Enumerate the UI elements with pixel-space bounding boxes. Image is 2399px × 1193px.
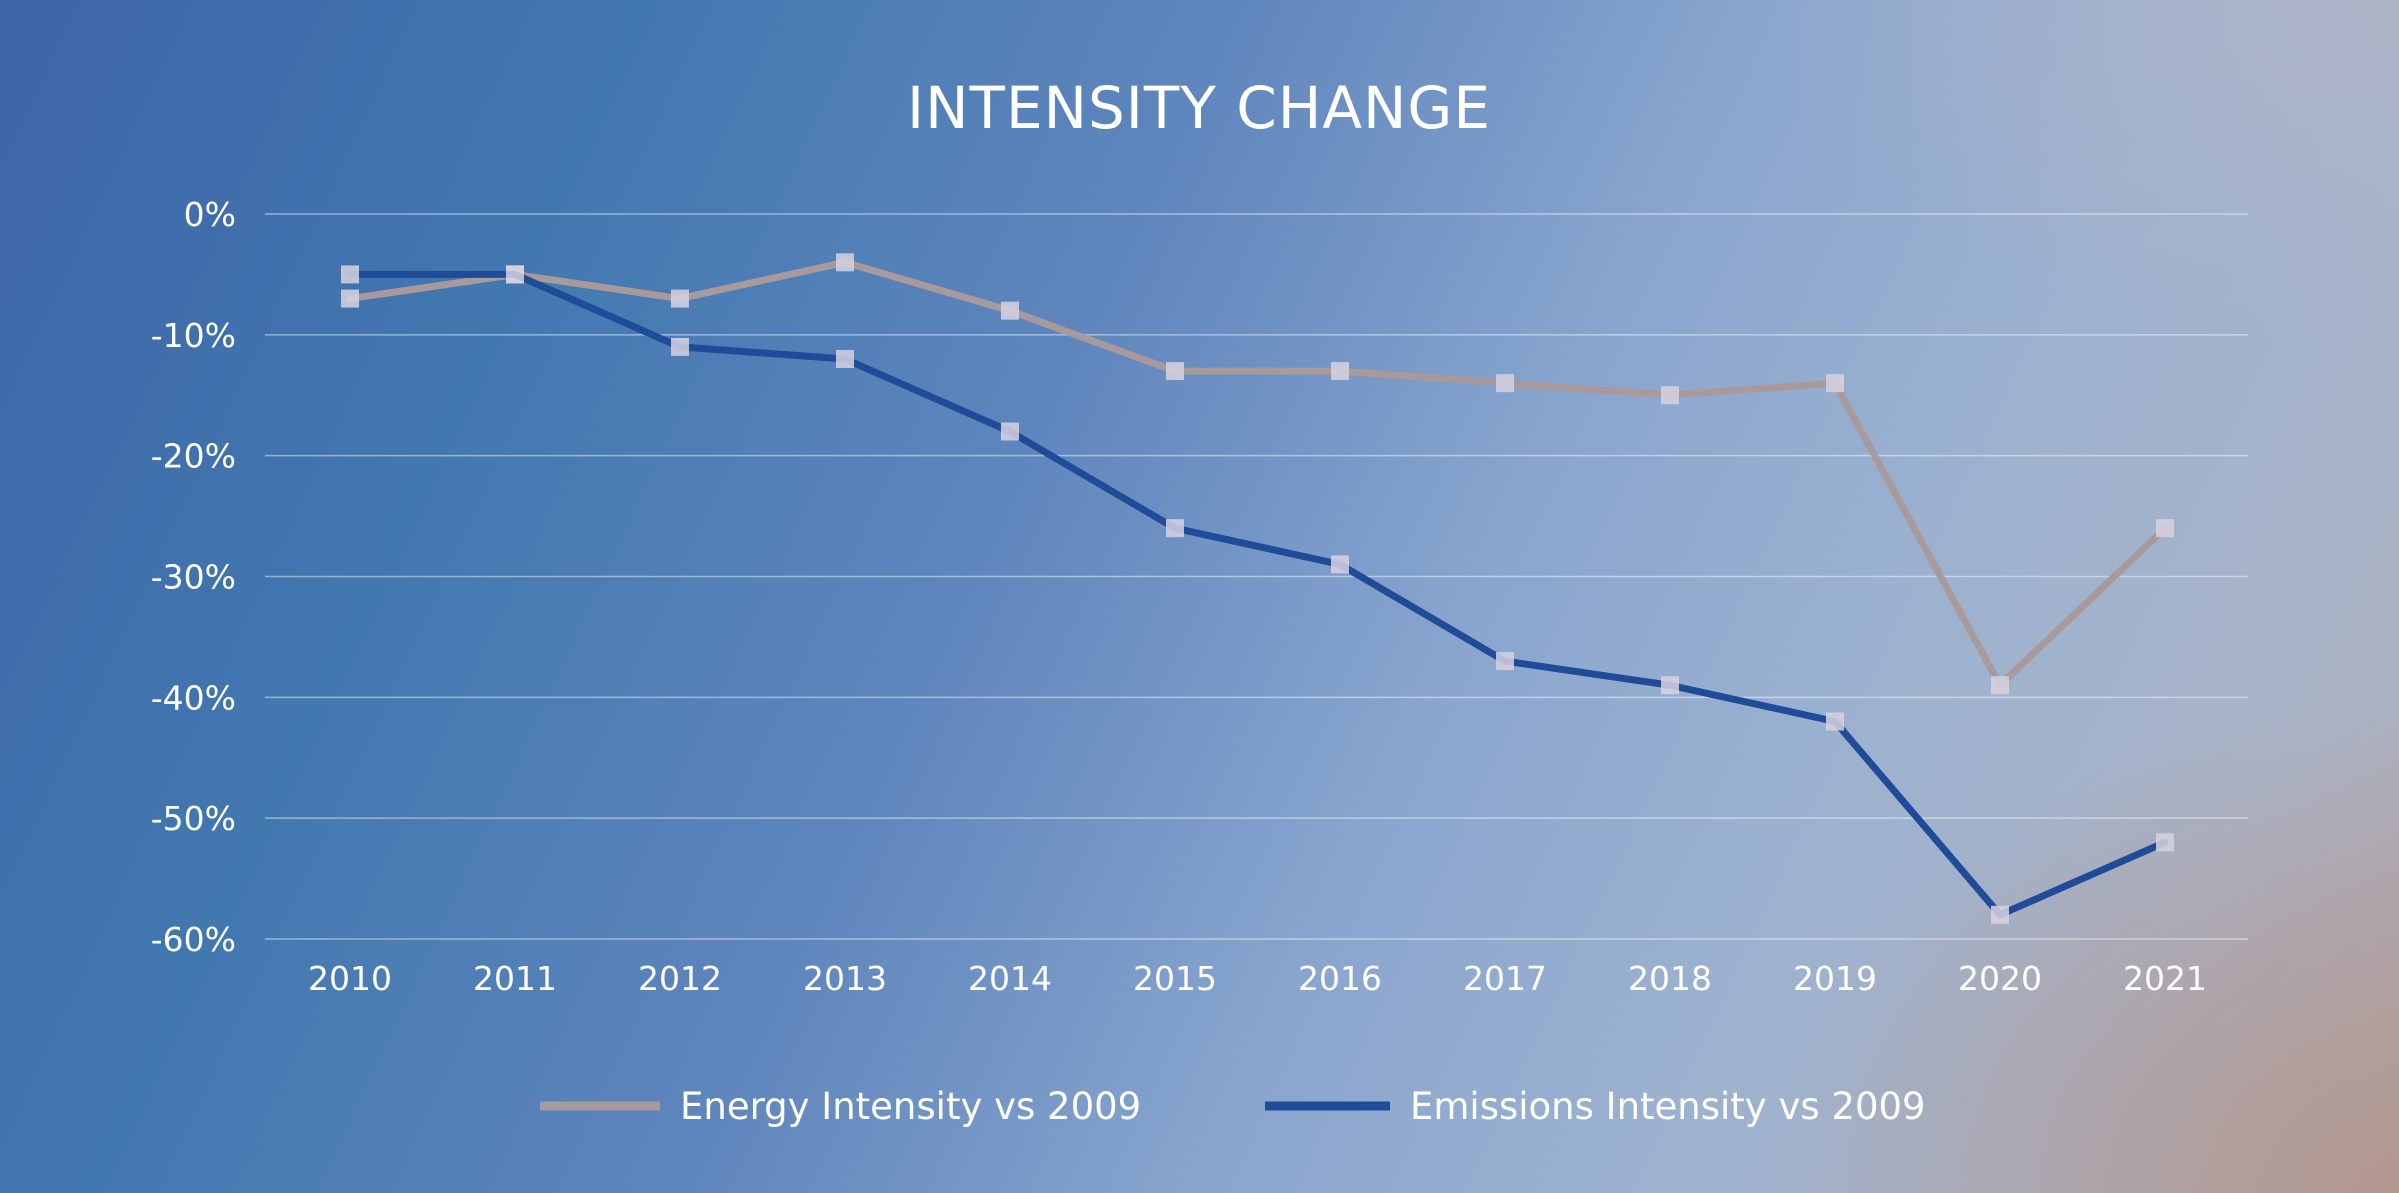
- x-tick-label: 2014: [968, 959, 1052, 998]
- x-tick-label: 2012: [638, 959, 722, 998]
- data-point: [671, 289, 689, 308]
- data-point: [1661, 676, 1679, 695]
- legend-item: Emissions Intensity vs 2009: [1265, 1085, 1926, 1128]
- data-point: [2156, 519, 2174, 538]
- x-tick-label: 2016: [1298, 959, 1382, 998]
- y-tick-label: -60%: [151, 920, 236, 959]
- x-tick-label: 2013: [803, 959, 887, 998]
- data-point: [836, 253, 854, 272]
- legend-item: Energy Intensity vs 2009: [540, 1085, 1141, 1128]
- series-emissions: [341, 265, 2174, 924]
- series-lines: [341, 253, 2174, 924]
- y-tick-label: -50%: [151, 799, 236, 838]
- x-tick-label: 2017: [1463, 959, 1547, 998]
- x-tick-label: 2015: [1133, 959, 1217, 998]
- data-point: [506, 265, 524, 284]
- x-tick-label: 2011: [473, 959, 557, 998]
- data-point: [1001, 422, 1019, 441]
- y-axis-tick-labels: 0% -10% -20% -30% -40% -50% -60%: [151, 195, 236, 959]
- data-point: [1496, 652, 1514, 671]
- data-point: [671, 337, 689, 356]
- x-tick-label: 2010: [308, 959, 392, 998]
- series-line: [346, 270, 2169, 919]
- x-tick-label: 2020: [1958, 959, 2042, 998]
- data-point: [1991, 676, 2009, 695]
- x-axis-tick-labels: 2010 2011 2012 2013 2014 2015 2016 2017 2018 2019…: [308, 959, 2207, 998]
- data-point: [1826, 712, 1844, 731]
- data-point: [341, 289, 359, 308]
- y-tick-label: 0%: [184, 195, 236, 234]
- chart-title: INTENSITY CHANGE: [907, 74, 1491, 142]
- legend-label: Emissions Intensity vs 2009: [1410, 1085, 1926, 1128]
- data-point: [1331, 555, 1349, 574]
- legend-label: Energy Intensity vs 2009: [680, 1085, 1141, 1128]
- data-point: [1166, 519, 1184, 538]
- data-point: [1991, 905, 2009, 924]
- x-tick-label: 2019: [1793, 959, 1877, 998]
- data-point: [1001, 301, 1019, 320]
- data-point: [1496, 374, 1514, 393]
- data-point: [1661, 386, 1679, 405]
- gridlines: [265, 213, 2248, 940]
- y-tick-label: -40%: [151, 678, 236, 717]
- y-tick-label: -10%: [151, 316, 236, 355]
- x-tick-label: 2021: [2123, 959, 2207, 998]
- data-point: [2156, 833, 2174, 852]
- y-tick-label: -30%: [151, 558, 236, 597]
- y-tick-label: -20%: [151, 437, 236, 476]
- legend: Energy Intensity vs 2009 Emissions Intens…: [540, 1085, 1926, 1128]
- data-point: [341, 265, 359, 284]
- data-point: [1331, 362, 1349, 381]
- series-line: [346, 258, 2169, 689]
- data-point: [1826, 374, 1844, 393]
- data-point: [1166, 362, 1184, 381]
- data-point: [836, 350, 854, 368]
- x-tick-label: 2018: [1628, 959, 1712, 998]
